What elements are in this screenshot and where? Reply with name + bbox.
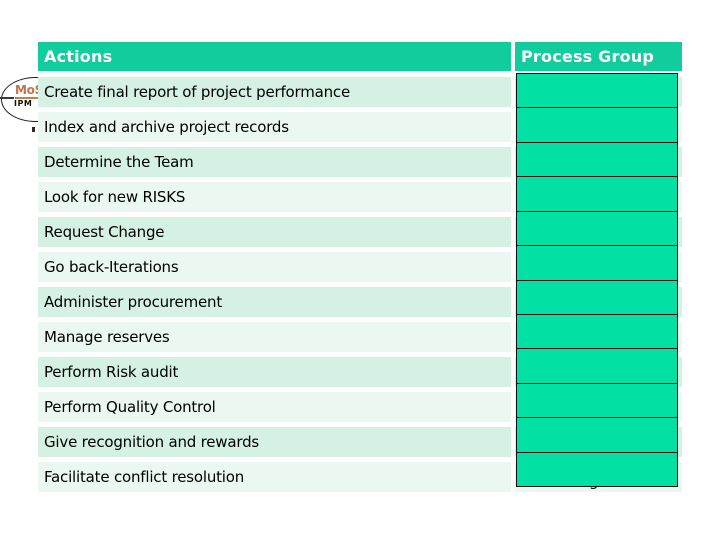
- column-divider: [511, 147, 515, 177]
- cover-block: [517, 107, 677, 142]
- logo-tick-mark: [32, 127, 35, 132]
- logo-orbit-line: [0, 97, 14, 99]
- table-row: Facilitate conflict resolution: [38, 462, 682, 492]
- column-divider: [511, 112, 515, 142]
- action-cell: Perform Risk audit: [38, 357, 511, 387]
- cover-block: [517, 451, 677, 487]
- action-cell: Look for new RISKS: [38, 182, 511, 212]
- table-row: Give recognition and rewards: [38, 427, 682, 457]
- column-divider: [511, 217, 515, 247]
- column-divider: [511, 427, 515, 457]
- column-header-actions: Actions: [38, 42, 511, 71]
- action-label: Perform Quality Control: [44, 398, 216, 416]
- table-header-row: Actions Process Group: [38, 42, 682, 71]
- cover-block: [517, 348, 677, 383]
- cover-column: [516, 73, 678, 487]
- action-cell: Create final report of project performan…: [38, 77, 511, 107]
- action-label: Perform Risk audit: [44, 363, 179, 381]
- column-divider: [511, 287, 515, 317]
- hidden-text-fragment: g: [588, 486, 599, 490]
- cover-block: [517, 279, 677, 314]
- column-divider: [511, 252, 515, 282]
- logo-text-top: MoS: [15, 83, 43, 99]
- action-label: Index and archive project records: [44, 118, 289, 136]
- column-divider: [511, 182, 515, 212]
- column-divider: [511, 392, 515, 422]
- cover-block: [517, 176, 677, 211]
- action-label: Look for new RISKS: [44, 188, 186, 206]
- action-label: Request Change: [44, 223, 165, 241]
- action-cell: Facilitate conflict resolution: [38, 462, 511, 492]
- action-label: Manage reserves: [44, 328, 170, 346]
- action-cell: Request Change: [38, 217, 511, 247]
- cover-block: [517, 313, 677, 349]
- column-divider: [511, 42, 515, 71]
- action-label: Facilitate conflict resolution: [44, 468, 245, 486]
- action-cell: Go back-Iterations: [38, 252, 511, 282]
- action-cell: Manage reserves: [38, 322, 511, 352]
- action-cell: Administer procurement: [38, 287, 511, 317]
- cover-block: [517, 245, 677, 280]
- action-cell: Index and archive project records: [38, 112, 511, 142]
- column-divider: [511, 462, 515, 492]
- cover-block: [517, 417, 677, 452]
- action-cell: Give recognition and rewards: [38, 427, 511, 457]
- hidden-text-descender: g: [589, 486, 599, 490]
- cover-block: [517, 210, 677, 246]
- column-divider: [511, 357, 515, 387]
- cover-block: [517, 382, 677, 418]
- cover-block: [517, 141, 677, 177]
- column-divider: [511, 322, 515, 352]
- action-cell: Perform Quality Control: [38, 392, 511, 422]
- action-label: Give recognition and rewards: [44, 433, 260, 451]
- column-divider: [511, 77, 515, 107]
- action-label: Administer procurement: [44, 293, 223, 311]
- cover-block: [517, 74, 677, 108]
- action-label: Create final report of project performan…: [44, 83, 350, 101]
- logo-text-bottom: IPM: [14, 99, 33, 108]
- action-label: Go back-Iterations: [44, 258, 179, 276]
- column-header-process-group: Process Group: [515, 42, 682, 71]
- action-cell: Determine the Team: [38, 147, 511, 177]
- action-label: Determine the Team: [44, 153, 194, 171]
